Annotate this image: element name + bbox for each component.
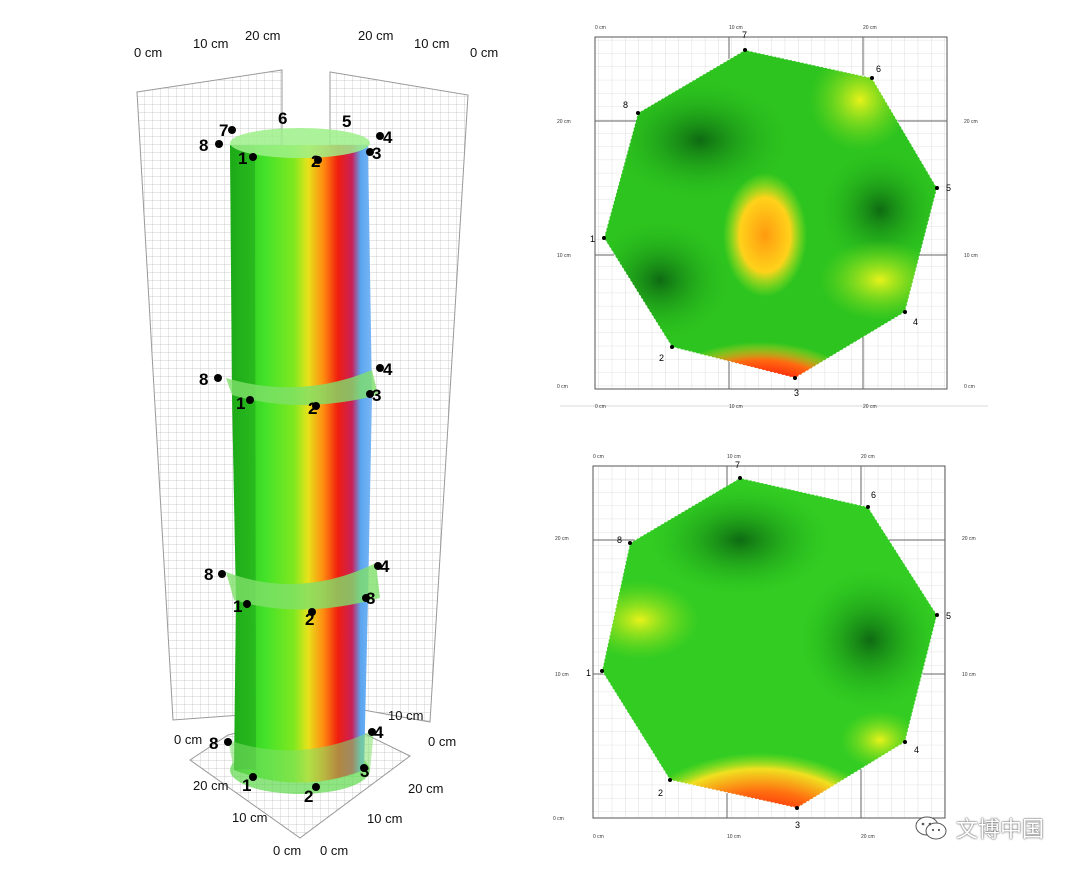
svg-text:3: 3	[372, 144, 381, 163]
svg-text:10 cm: 10 cm	[964, 253, 978, 259]
watermark: 文博中国	[914, 812, 1044, 844]
svg-text:8: 8	[617, 535, 622, 545]
axis-label: 10 cm	[232, 810, 267, 825]
upper-slice-points: 1 2 3 4 5 6 7 8	[590, 30, 951, 398]
svg-text:8: 8	[623, 100, 628, 110]
axis-label: 20 cm	[193, 778, 228, 793]
axis-label: 0 cm	[273, 843, 301, 858]
svg-text:4: 4	[913, 317, 918, 327]
wechat-icon	[915, 816, 947, 840]
axis-label: 10 cm	[414, 36, 449, 51]
svg-text:1: 1	[590, 234, 595, 244]
axis-label: 10 cm	[367, 811, 402, 826]
svg-text:7: 7	[219, 121, 228, 140]
axis-label: 0 cm	[428, 734, 456, 749]
axis-label: 0 cm	[320, 843, 348, 858]
axis-label: 0 cm	[470, 45, 498, 60]
svg-text:8: 8	[199, 370, 208, 389]
svg-text:20 cm: 20 cm	[964, 119, 978, 125]
column-3d-view: 0 cm 10 cm 20 cm 20 cm 10 cm 0 cm 0 cm 2…	[134, 28, 498, 858]
svg-text:8: 8	[199, 136, 208, 155]
svg-text:20 cm: 20 cm	[557, 119, 571, 125]
svg-text:20 cm: 20 cm	[861, 834, 875, 840]
axis-label: 10 cm	[193, 36, 228, 51]
svg-text:2: 2	[311, 152, 320, 171]
upper-slice-map: 0 cm 10 cm 20 cm 0 cm 10 cm 20 cm 20 cm …	[557, 25, 988, 410]
svg-text:7: 7	[735, 460, 740, 470]
column-point-markers: 8 7 1 2 3 4 5 6 8 1 2 3 4 8 1 2 3 4	[199, 109, 393, 806]
axis-label: 0 cm	[174, 732, 202, 747]
svg-text:10 cm: 10 cm	[729, 25, 743, 31]
svg-text:8: 8	[204, 565, 213, 584]
axis-label: 20 cm	[245, 28, 280, 43]
column-body	[226, 128, 380, 794]
svg-text:2: 2	[305, 610, 314, 629]
svg-text:10 cm: 10 cm	[962, 672, 976, 678]
svg-text:0 cm: 0 cm	[557, 384, 568, 390]
svg-text:1: 1	[242, 776, 251, 795]
svg-text:4: 4	[380, 557, 390, 576]
svg-text:20 cm: 20 cm	[555, 536, 569, 542]
svg-text:10 cm: 10 cm	[555, 672, 569, 678]
svg-text:4: 4	[374, 723, 384, 742]
svg-text:3: 3	[794, 388, 799, 398]
svg-text:2: 2	[304, 787, 313, 806]
svg-text:2: 2	[308, 399, 317, 418]
svg-text:20 cm: 20 cm	[962, 536, 976, 542]
watermark-text: 文博中国	[955, 818, 1044, 843]
svg-text:1: 1	[586, 668, 591, 678]
svg-text:0 cm: 0 cm	[964, 384, 975, 390]
svg-text:6: 6	[278, 109, 287, 128]
lower-slice-points: 1 2 3 4 5 6 7 8	[586, 460, 951, 830]
axis-label: 20 cm	[358, 28, 393, 43]
svg-text:20 cm: 20 cm	[863, 25, 877, 31]
svg-text:3: 3	[366, 589, 375, 608]
svg-text:10 cm: 10 cm	[727, 454, 741, 460]
svg-text:10 cm: 10 cm	[727, 834, 741, 840]
svg-text:6: 6	[871, 490, 876, 500]
svg-text:3: 3	[360, 762, 369, 781]
svg-text:0 cm: 0 cm	[595, 404, 606, 410]
svg-text:6: 6	[876, 64, 881, 74]
svg-text:0 cm: 0 cm	[553, 816, 564, 822]
svg-text:7: 7	[742, 30, 747, 40]
svg-text:10 cm: 10 cm	[729, 404, 743, 410]
svg-text:2: 2	[658, 788, 663, 798]
svg-text:4: 4	[914, 745, 919, 755]
svg-text:3: 3	[372, 386, 381, 405]
axis-label: 20 cm	[408, 781, 443, 796]
svg-text:20 cm: 20 cm	[863, 404, 877, 410]
lower-slice-map: 0 cm 10 cm 20 cm 0 cm 10 cm 20 cm 20 cm …	[553, 454, 976, 840]
svg-text:1: 1	[238, 149, 247, 168]
svg-text:4: 4	[383, 128, 393, 147]
svg-text:8: 8	[209, 734, 218, 753]
svg-text:4: 4	[383, 360, 393, 379]
svg-text:1: 1	[233, 597, 242, 616]
axis-label: 0 cm	[134, 45, 162, 60]
svg-text:0 cm: 0 cm	[593, 454, 604, 460]
svg-text:1: 1	[236, 394, 245, 413]
svg-text:0 cm: 0 cm	[593, 834, 604, 840]
axis-label: 10 cm	[388, 708, 423, 723]
svg-text:5: 5	[946, 611, 951, 621]
svg-text:2: 2	[659, 353, 664, 363]
svg-text:3: 3	[795, 820, 800, 830]
svg-text:0 cm: 0 cm	[595, 25, 606, 31]
svg-text:20 cm: 20 cm	[861, 454, 875, 460]
svg-text:5: 5	[342, 112, 351, 131]
svg-text:10 cm: 10 cm	[557, 253, 571, 259]
svg-text:5: 5	[946, 183, 951, 193]
